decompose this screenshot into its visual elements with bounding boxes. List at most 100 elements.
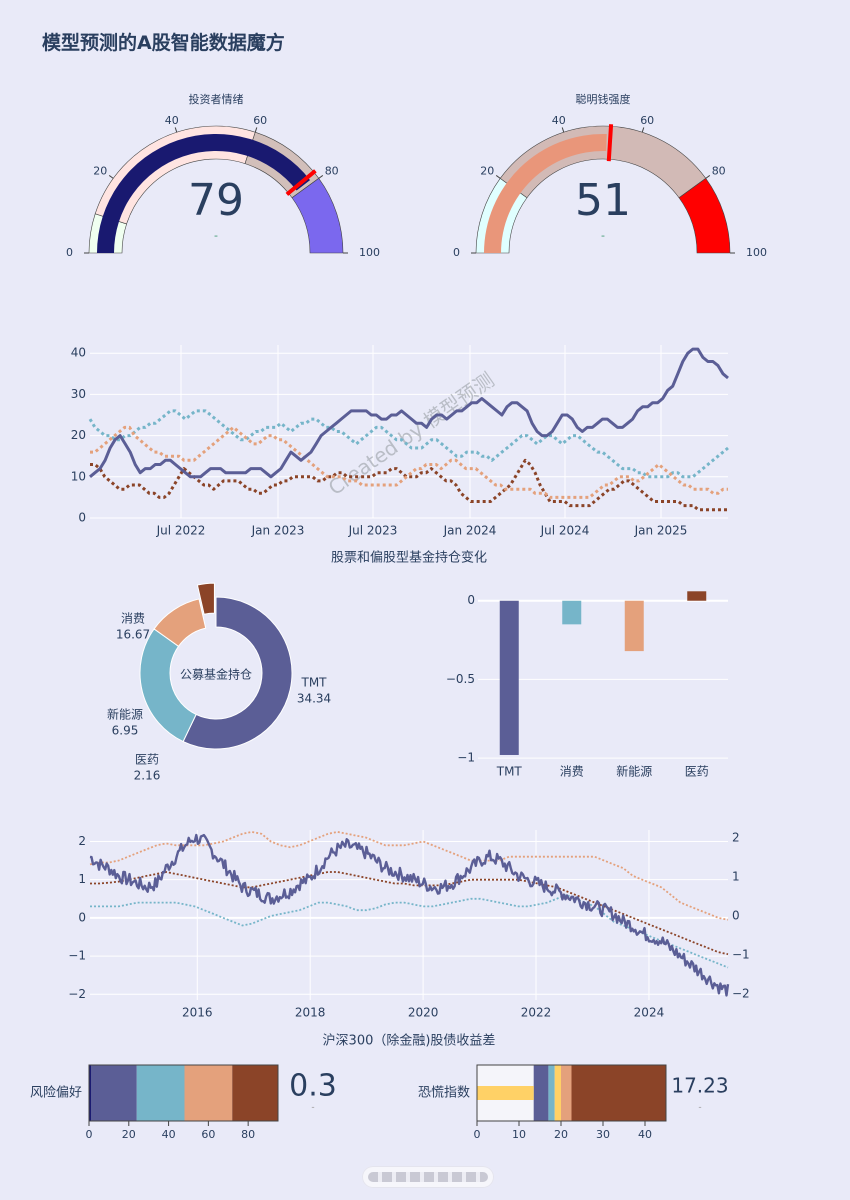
gauge-1-tick-label: 40 — [552, 114, 566, 127]
gauge-1-step-2 — [678, 177, 731, 254]
gauge-0-tick-label: 80 — [325, 164, 339, 177]
x-tick-label: 医药 — [685, 765, 709, 779]
gauge-0-threshold — [285, 169, 317, 196]
x-tick-label: 消费 — [560, 765, 584, 779]
gauge-1-delta: - — [601, 229, 605, 242]
bullet-6-tick-label: 0 — [86, 1128, 93, 1141]
donut-value-0: 34.34 — [297, 692, 331, 706]
series-salmon — [89, 831, 729, 921]
left-y-tick-label: 1 — [78, 872, 86, 886]
x-tick-label: TMT — [496, 765, 523, 779]
bullet-7-delta: - — [698, 1103, 701, 1113]
bullet-7-step-5 — [571, 1065, 666, 1121]
series-purple — [89, 347, 729, 479]
donut-value-3: 2.16 — [134, 769, 161, 783]
gauge-0-tick — [108, 175, 114, 179]
y-tick-label: −0.5 — [446, 672, 475, 686]
bullet-6-step-1 — [90, 1065, 137, 1121]
donut-value-1: 16.67 — [116, 628, 150, 642]
gauge-0-value-bar — [97, 134, 311, 253]
left-y-tick-label: 2 — [78, 834, 86, 848]
y-tick-label: 10 — [71, 469, 86, 483]
gauge-0-step-3 — [291, 177, 344, 254]
page-title: 模型预测的A股智能数据魔方 — [42, 32, 285, 54]
gauge-1-value-bar — [484, 134, 607, 253]
series-brown — [90, 458, 728, 512]
left-y-tick-label: 0 — [78, 910, 86, 924]
chart-title: 股票和偏股型基金持仓变化 — [331, 550, 487, 566]
x-tick-label: Jan 2023 — [251, 524, 305, 538]
donut-label-1: 消费 — [121, 612, 145, 626]
bullet-6: 0 20 40 60 80 风险偏好 0.3- — [30, 1064, 337, 1141]
bullet-6-tick-label: 80 — [241, 1128, 255, 1141]
series-brown — [90, 871, 729, 956]
x-tick-label: 2020 — [408, 1006, 439, 1020]
bullet-6-value: 0.3 — [289, 1069, 337, 1104]
left-y-tick-label: −1 — [68, 949, 86, 963]
gauge-0-tick — [318, 175, 324, 179]
gauge-0-tick-label: 40 — [165, 114, 179, 127]
bullet-6-title: 风险偏好 — [30, 1086, 82, 1101]
gauge-1-tick — [561, 127, 565, 133]
bullet-7-tick-label: 0 — [474, 1128, 481, 1141]
x-tick-label: 2024 — [634, 1006, 665, 1020]
fund-donut-chart: 公募基金持仓 TMT 34.34 消费 16.67 新能源 6.95 医药 2.16 — [107, 582, 331, 783]
bullet-6-step-0 — [89, 1065, 91, 1121]
bullet-7-value-bar — [477, 1086, 534, 1100]
y-tick-label: 20 — [71, 428, 86, 442]
x-tick-label: 2018 — [295, 1006, 326, 1020]
gauge-0-tick-label: 60 — [253, 114, 267, 127]
x-tick-label: Jan 2025 — [634, 524, 688, 538]
y-tick-label: 30 — [71, 387, 86, 401]
bullet-7-step-1 — [533, 1065, 549, 1121]
y-tick-label: −1 — [457, 751, 475, 765]
gauge-1-tick-label: 20 — [480, 164, 494, 177]
allocation-bar-chart: 0 −0.5 −1 TMT 消费 新能源 医药 — [446, 591, 728, 779]
bullet-6-tick-label: 40 — [162, 1128, 176, 1141]
donut-label-0: TMT — [300, 676, 327, 690]
donut-label-3: 医药 — [135, 753, 159, 767]
bullet-7-step-4 — [561, 1065, 572, 1121]
bullet-6-step-4 — [232, 1065, 278, 1121]
bullet-6-tick-label: 60 — [201, 1128, 215, 1141]
bullet-7: 0 10 20 30 40 恐慌指数 17.23 - — [418, 1064, 729, 1141]
chart-title: 沪深300（除金融)股债收益差 — [323, 1033, 496, 1049]
y-tick-label: 40 — [71, 346, 86, 360]
gauge-1-title: 聪明钱强度 — [576, 92, 631, 106]
donut-slice-1 — [139, 628, 197, 743]
bar-医药 — [687, 591, 707, 601]
gauge-1: 0 20 40 60 80 100 聪明钱强度 51 - — [453, 92, 767, 259]
bullet-6-frame — [88, 1064, 279, 1122]
right-y-tick-label: −1 — [732, 948, 750, 962]
right-y-tick-label: 0 — [732, 909, 740, 923]
gauge-1-tick — [705, 175, 711, 179]
x-tick-label: Jul 2023 — [348, 524, 398, 538]
gauge-0-delta: - — [214, 229, 218, 242]
x-tick-label: Jul 2024 — [540, 524, 590, 538]
gauge-1-tick-label: 0 — [453, 246, 460, 259]
gauge-1-tick-label: 80 — [712, 164, 726, 177]
y-tick-label: 0 — [467, 593, 475, 607]
donut-center-title: 公募基金持仓 — [180, 667, 252, 682]
scrollbar-thumb[interactable] — [368, 1172, 488, 1182]
horizontal-scrollbar[interactable] — [362, 1166, 494, 1188]
bar-新能源 — [624, 600, 644, 652]
series-purple — [89, 833, 730, 997]
gauge-0-tick-label: 20 — [93, 164, 107, 177]
gauge-1-tick-label: 100 — [746, 246, 767, 259]
left-y-tick-label: −2 — [68, 987, 86, 1001]
gauge-0-tick-label: 100 — [359, 246, 380, 259]
bullet-7-tick-label: 40 — [638, 1128, 652, 1141]
gauge-1-value: 51 — [575, 175, 631, 226]
gauge-0-title: 投资者情绪 — [189, 92, 244, 106]
series-teal — [90, 894, 729, 969]
bullet-6-delta: - — [311, 1103, 314, 1113]
x-tick-label: 2016 — [182, 1006, 213, 1020]
gauge-0-value: 79 — [188, 175, 244, 226]
bullet-7-value: 17.23 — [671, 1074, 728, 1098]
right-y-tick-label: 1 — [732, 870, 740, 884]
gauge-0-tick — [254, 127, 258, 133]
x-tick-label: Jan 2024 — [443, 524, 497, 538]
bullet-7-title: 恐慌指数 — [418, 1086, 470, 1101]
